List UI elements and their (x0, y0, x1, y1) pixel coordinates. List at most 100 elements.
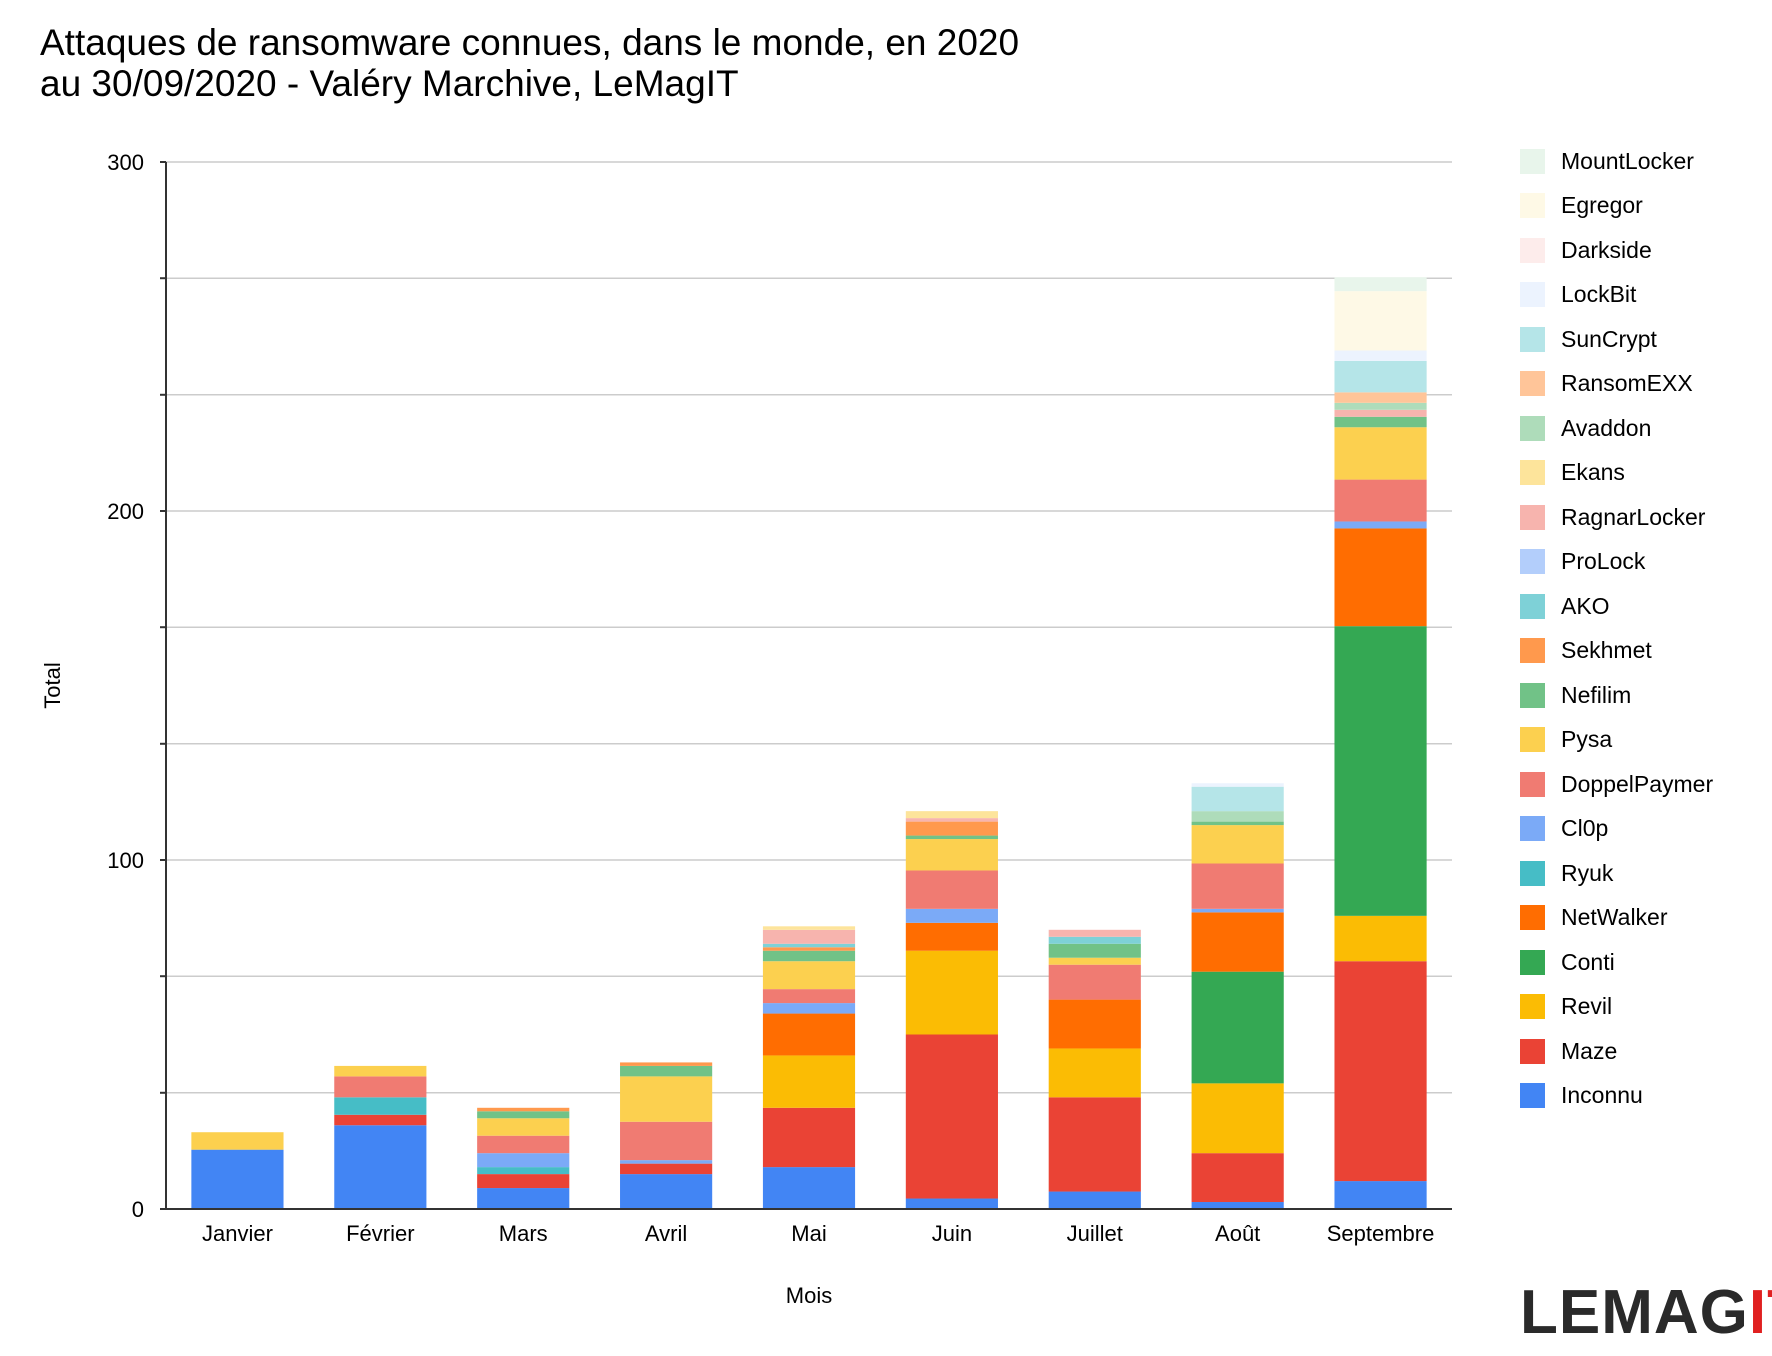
legend-swatch (1520, 460, 1545, 485)
bar-segment-netwalker (1334, 528, 1427, 627)
bar-segment-pysa (477, 1118, 570, 1136)
x-tick-label: Février (346, 1221, 414, 1246)
legend-item-avaddon: Avaddon (1520, 413, 1651, 443)
x-tick-label: Juin (932, 1221, 972, 1246)
bar-segment-maze (1048, 1097, 1141, 1192)
legend-swatch (1520, 326, 1545, 352)
bar-segment-ekans (905, 811, 998, 819)
x-tick-label: Août (1215, 1221, 1260, 1246)
legend-swatch (1520, 994, 1545, 1019)
bar-segment-maze (477, 1174, 570, 1189)
legend-swatch (1520, 371, 1545, 396)
x-tick-label: Mai (791, 1221, 826, 1246)
bar-segment-pysa (1191, 825, 1284, 864)
legend-label: Conti (1561, 948, 1615, 975)
bar-segment-conti (1191, 971, 1284, 1084)
bar-segment-pysa (905, 839, 998, 871)
legend-label: LockBit (1561, 281, 1637, 307)
bar-segment-inconnu (1048, 1191, 1141, 1209)
x-tick-label: Septembre (1327, 1221, 1435, 1246)
bar-segment-avaddon (1191, 811, 1284, 822)
bar-segment-pysa (620, 1076, 713, 1122)
chart-title: Attaques de ransomware connues, dans le … (40, 22, 1020, 63)
legend-swatch (1520, 148, 1545, 174)
legend-item-cl0p: Cl0p (1520, 814, 1608, 844)
bar-segment-pysa (762, 961, 856, 990)
x-tick-label: Juillet (1067, 1221, 1123, 1246)
legend-item-conti: Conti (1520, 947, 1615, 977)
legend-swatch (1520, 549, 1545, 574)
bar-segment-ragnarlocker (1334, 409, 1427, 417)
legend-item-doppelpaymer: DoppelPaymer (1520, 769, 1713, 799)
bar-segment-ako (1048, 936, 1141, 944)
bar-segment-cl0p (1191, 908, 1284, 913)
bar-segment-suncrypt (1191, 786, 1284, 812)
bar-segment-conti (1334, 626, 1427, 916)
bar-segment-ako (762, 943, 856, 948)
bar-segment-nefilim (905, 835, 998, 840)
bar-segment-ragnarlocker (1048, 929, 1141, 937)
bar-segment-maze (334, 1114, 427, 1126)
y-axis-title: Total (40, 662, 65, 708)
bar-segment-ransomexx (1334, 392, 1427, 403)
bar-segment-nefilim (1048, 943, 1141, 958)
legend-label: Ekans (1561, 459, 1625, 485)
legend-label: RagnarLocker (1561, 503, 1706, 530)
legend-label: SunCrypt (1561, 325, 1657, 352)
legend-item-egregor: Egregor (1520, 191, 1643, 221)
lemagit-logo: LEMAGIT (1520, 1280, 1772, 1346)
legend-swatch (1520, 771, 1545, 797)
bar-segment-doppelpaymer (1048, 964, 1141, 1000)
bar-segment-inconnu (1191, 1202, 1284, 1209)
bar-segment-avaddon (1334, 402, 1427, 410)
legend-label: Nefilim (1561, 681, 1632, 708)
legend-swatch (1520, 682, 1545, 708)
legend-item-darkside: Darkside (1520, 235, 1652, 265)
legend-item-ragnarlocker: RagnarLocker (1520, 502, 1705, 532)
bar-segment-sekhmet (620, 1062, 713, 1066)
y-tick-label: 0 (132, 1197, 144, 1222)
x-tick-label: Avril (645, 1221, 687, 1246)
legend-swatch (1520, 282, 1545, 307)
legend-item-lockbit: LockBit (1520, 280, 1636, 310)
legend-item-ako: AKO (1520, 591, 1610, 621)
legend-label: Darkside (1561, 236, 1652, 263)
bar-segment-revil (905, 950, 998, 1035)
legend-label: Inconnu (1561, 1082, 1643, 1108)
x-axis-title: Mois (786, 1283, 832, 1308)
bar-segment-sekhmet (905, 821, 998, 836)
bar-segment-pysa (1334, 427, 1427, 480)
bar-segment-inconnu (762, 1167, 856, 1209)
bar-segment-suncrypt (1334, 360, 1427, 393)
legend-swatch (1520, 1083, 1545, 1108)
bar-segment-doppelpaymer (1191, 863, 1284, 909)
legend-label: RansomEXX (1561, 370, 1693, 396)
y-tick-label: 100 (107, 848, 144, 873)
legend-label: Sekhmet (1561, 637, 1652, 663)
bar-segment-inconnu (191, 1149, 284, 1209)
legend-label: MountLocker (1561, 147, 1694, 174)
bar-segment-ragnarlocker (905, 818, 998, 822)
legend-swatch (1520, 638, 1545, 663)
bar-segment-lockbit (1191, 783, 1284, 787)
legend-item-mountlocker: MountLocker (1520, 146, 1694, 176)
chart-title-block: Attaques de ransomware connues, dans le … (40, 22, 1019, 104)
legend-item-pysa: Pysa (1520, 725, 1612, 755)
bar-segment-inconnu (334, 1125, 427, 1209)
legend-label: Ryuk (1561, 859, 1614, 886)
legend-swatch (1520, 593, 1545, 619)
bar-segment-cl0p (762, 1003, 856, 1014)
legend-item-ekans: Ekans (1520, 458, 1625, 488)
legend-swatch (1520, 415, 1545, 441)
bar-segment-nefilim (1191, 821, 1284, 826)
legend-item-revil: Revil (1520, 992, 1612, 1022)
bar-segment-cl0p (1334, 521, 1427, 529)
y-tick-label: 300 (107, 150, 144, 175)
legend-swatch (1520, 727, 1545, 752)
bar-segment-doppelpaymer (905, 870, 998, 909)
bar-segment-revil (762, 1055, 856, 1108)
legend-item-ryuk: Ryuk (1520, 858, 1613, 888)
bar-segment-ekans (762, 926, 856, 930)
bar-segment-pysa (191, 1132, 284, 1150)
